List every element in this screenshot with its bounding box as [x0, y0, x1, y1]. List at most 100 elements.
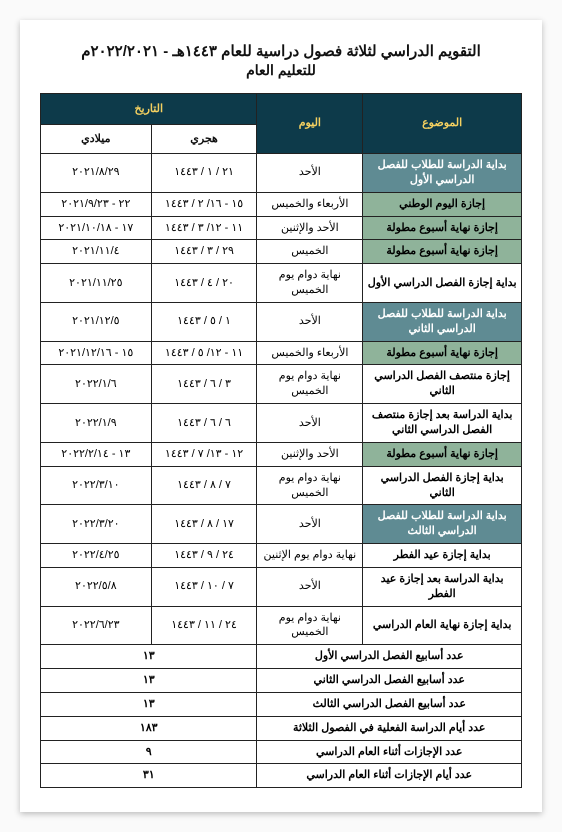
cell-day: الأحد والإثنين	[257, 216, 363, 240]
table-row: إجازة نهاية أسبوع مطولةالأحد والإثنين١١ …	[41, 216, 522, 240]
table-body: بداية الدراسة للطلاب للفصل الدراسي الأول…	[41, 154, 522, 645]
cell-day: نهاية دوام يوم الإثنين	[257, 544, 363, 568]
cell-subject: بداية إجازة الفصل الدراسي الثاني	[363, 466, 522, 505]
cell-subject: بداية الدراسة للطلاب للفصل الدراسي الأول	[363, 154, 522, 193]
cell-day: نهاية دوام يوم الخميس	[257, 606, 363, 645]
table-header: الموضوع اليوم التاريخ هجري ميلادي	[41, 94, 522, 154]
summary-row: عدد أيام الإجازات أثناء العام الدراسي٣١	[41, 764, 522, 788]
cell-hijri: ٢٤ / ٩ / ١٤٤٣	[151, 544, 257, 568]
page-subtitle: للتعليم العام	[40, 62, 522, 79]
cell-hijri: ٢٤ / ١١ / ١٤٤٣	[151, 606, 257, 645]
summary-value: ٣١	[41, 764, 257, 788]
table-row: إجازة نهاية أسبوع مطولةالخميس٢٩ / ٣ / ١٤…	[41, 240, 522, 264]
cell-greg: ٢٠٢٢/٥/٨	[41, 567, 152, 606]
cell-day: الأحد	[257, 505, 363, 544]
cell-hijri: ١١ - ١٢/ ٣ / ١٤٤٣	[151, 216, 257, 240]
header-hijri: هجري	[151, 125, 257, 154]
summary-label: عدد أيام الإجازات أثناء العام الدراسي	[257, 764, 522, 788]
cell-subject: إجازة نهاية أسبوع مطولة	[363, 442, 522, 466]
cell-hijri: ١ / ٥ / ١٤٤٣	[151, 302, 257, 341]
cell-day: الأحد	[257, 302, 363, 341]
table-row: بداية الدراسة للطلاب للفصل الدراسي الأول…	[41, 154, 522, 193]
cell-greg: ٢٠٢١/٨/٢٩	[41, 154, 152, 193]
table-row: بداية الدراسة بعد إجازة منتصف الفصل الدر…	[41, 404, 522, 443]
cell-day: الخميس	[257, 240, 363, 264]
cell-greg: ١٥ - ٢٠٢١/١٢/١٦	[41, 341, 152, 365]
header-date: التاريخ	[41, 94, 257, 125]
cell-hijri: ٣ / ٦ / ١٤٤٣	[151, 365, 257, 404]
summary-label: عدد أسابيع الفصل الدراسي الثاني	[257, 669, 522, 693]
cell-greg: ٢٢ - ٢٠٢١/٩/٢٣	[41, 192, 152, 216]
cell-greg: ٢٠٢٢/٣/١٠	[41, 466, 152, 505]
summary-row: عدد أسابيع الفصل الدراسي الأول١٣	[41, 645, 522, 669]
cell-day: الأربعاء والخميس	[257, 341, 363, 365]
cell-hijri: ٦ / ٦ / ١٤٤٣	[151, 404, 257, 443]
summary-value: ١٣	[41, 645, 257, 669]
cell-greg: ٢٠٢١/١٢/٥	[41, 302, 152, 341]
table-row: بداية إجازة الفصل الدراسي الأولنهاية دوا…	[41, 264, 522, 303]
summary-row: عدد أيام الدراسة الفعلية في الفصول الثلا…	[41, 716, 522, 740]
cell-subject: إجازة نهاية أسبوع مطولة	[363, 341, 522, 365]
cell-greg: ٢٠٢١/١١/٤	[41, 240, 152, 264]
cell-day: الأحد	[257, 567, 363, 606]
cell-greg: ٢٠٢٢/١/٩	[41, 404, 152, 443]
cell-hijri: ١٢ - ١٣/ ٧ / ١٤٤٣	[151, 442, 257, 466]
summary-value: ١٨٣	[41, 716, 257, 740]
cell-day: الأحد والإثنين	[257, 442, 363, 466]
cell-hijri: ٧ / ١٠ / ١٤٤٣	[151, 567, 257, 606]
summary-label: عدد أسابيع الفصل الدراسي الثالث	[257, 692, 522, 716]
summary-value: ١٣	[41, 669, 257, 693]
header-day: اليوم	[257, 94, 363, 154]
cell-subject: بداية الدراسة بعد إجازة منتصف الفصل الدر…	[363, 404, 522, 443]
cell-day: نهاية دوام يوم الخميس	[257, 466, 363, 505]
table-row: بداية إجازة عيد الفطرنهاية دوام يوم الإث…	[41, 544, 522, 568]
table-row: بداية إجازة الفصل الدراسي الثانينهاية دو…	[41, 466, 522, 505]
cell-subject: بداية الدراسة للطلاب للفصل الدراسي الثان…	[363, 302, 522, 341]
page-title: التقويم الدراسي لثلاثة فصول دراسية للعام…	[40, 42, 522, 60]
cell-greg: ٢٠٢٢/٦/٢٣	[41, 606, 152, 645]
summary-label: عدد الإجازات أثناء العام الدراسي	[257, 740, 522, 764]
summary-row: عدد أسابيع الفصل الدراسي الثاني١٣	[41, 669, 522, 693]
cell-greg: ٢٠٢١/١١/٢٥	[41, 264, 152, 303]
table-row: إجازة اليوم الوطنيالأربعاء والخميس١٥ - ١…	[41, 192, 522, 216]
cell-hijri: ١١ - ١٢/ ٥ / ١٤٤٣	[151, 341, 257, 365]
summary-label: عدد أيام الدراسة الفعلية في الفصول الثلا…	[257, 716, 522, 740]
summary-value: ٩	[41, 740, 257, 764]
cell-subject: إجازة منتصف الفصل الدراسي الثاني	[363, 365, 522, 404]
cell-hijri: ١٧ / ٨ / ١٤٤٣	[151, 505, 257, 544]
table-row: بداية الدراسة للطلاب للفصل الدراسي الثان…	[41, 302, 522, 341]
cell-subject: بداية الدراسة للطلاب للفصل الدراسي الثال…	[363, 505, 522, 544]
calendar-table: الموضوع اليوم التاريخ هجري ميلادي بداية …	[40, 93, 522, 788]
table-row: إجازة نهاية أسبوع مطولةالأربعاء والخميس١…	[41, 341, 522, 365]
summary-value: ١٣	[41, 692, 257, 716]
cell-hijri: ٢٠ / ٤ / ١٤٤٣	[151, 264, 257, 303]
cell-day: الأحد	[257, 154, 363, 193]
cell-subject: إجازة اليوم الوطني	[363, 192, 522, 216]
header-greg: ميلادي	[41, 125, 152, 154]
header-subject: الموضوع	[363, 94, 522, 154]
summary-row: عدد أسابيع الفصل الدراسي الثالث١٣	[41, 692, 522, 716]
summary-row: عدد الإجازات أثناء العام الدراسي٩	[41, 740, 522, 764]
table-row: بداية إجازة نهاية العام الدراسينهاية دوا…	[41, 606, 522, 645]
table-row: إجازة نهاية أسبوع مطولةالأحد والإثنين١٢ …	[41, 442, 522, 466]
cell-greg: ٢٠٢٢/٣/٢٠	[41, 505, 152, 544]
cell-subject: بداية إجازة الفصل الدراسي الأول	[363, 264, 522, 303]
cell-hijri: ١٥ - ١٦/ ٢ / ١٤٤٣	[151, 192, 257, 216]
table-row: بداية الدراسة بعد إجازة عيد الفطرالأحد٧ …	[41, 567, 522, 606]
cell-hijri: ٢٩ / ٣ / ١٤٤٣	[151, 240, 257, 264]
table-summary: عدد أسابيع الفصل الدراسي الأول١٣عدد أساب…	[41, 645, 522, 788]
cell-hijri: ٧ / ٨ / ١٤٤٣	[151, 466, 257, 505]
cell-subject: بداية الدراسة بعد إجازة عيد الفطر	[363, 567, 522, 606]
cell-greg: ٢٠٢٢/١/٦	[41, 365, 152, 404]
cell-day: نهاية دوام يوم الخميس	[257, 264, 363, 303]
cell-greg: ١٣ - ٢٠٢٢/٢/١٤	[41, 442, 152, 466]
cell-greg: ١٧ - ٢٠٢١/١٠/١٨	[41, 216, 152, 240]
table-row: إجازة منتصف الفصل الدراسي الثانينهاية دو…	[41, 365, 522, 404]
academic-calendar-page: التقويم الدراسي لثلاثة فصول دراسية للعام…	[20, 20, 542, 812]
cell-greg: ٢٠٢٢/٤/٢٥	[41, 544, 152, 568]
cell-day: الأربعاء والخميس	[257, 192, 363, 216]
cell-day: نهاية دوام يوم الخميس	[257, 365, 363, 404]
cell-subject: بداية إجازة عيد الفطر	[363, 544, 522, 568]
cell-subject: بداية إجازة نهاية العام الدراسي	[363, 606, 522, 645]
cell-hijri: ٢١ / ١ / ١٤٤٣	[151, 154, 257, 193]
